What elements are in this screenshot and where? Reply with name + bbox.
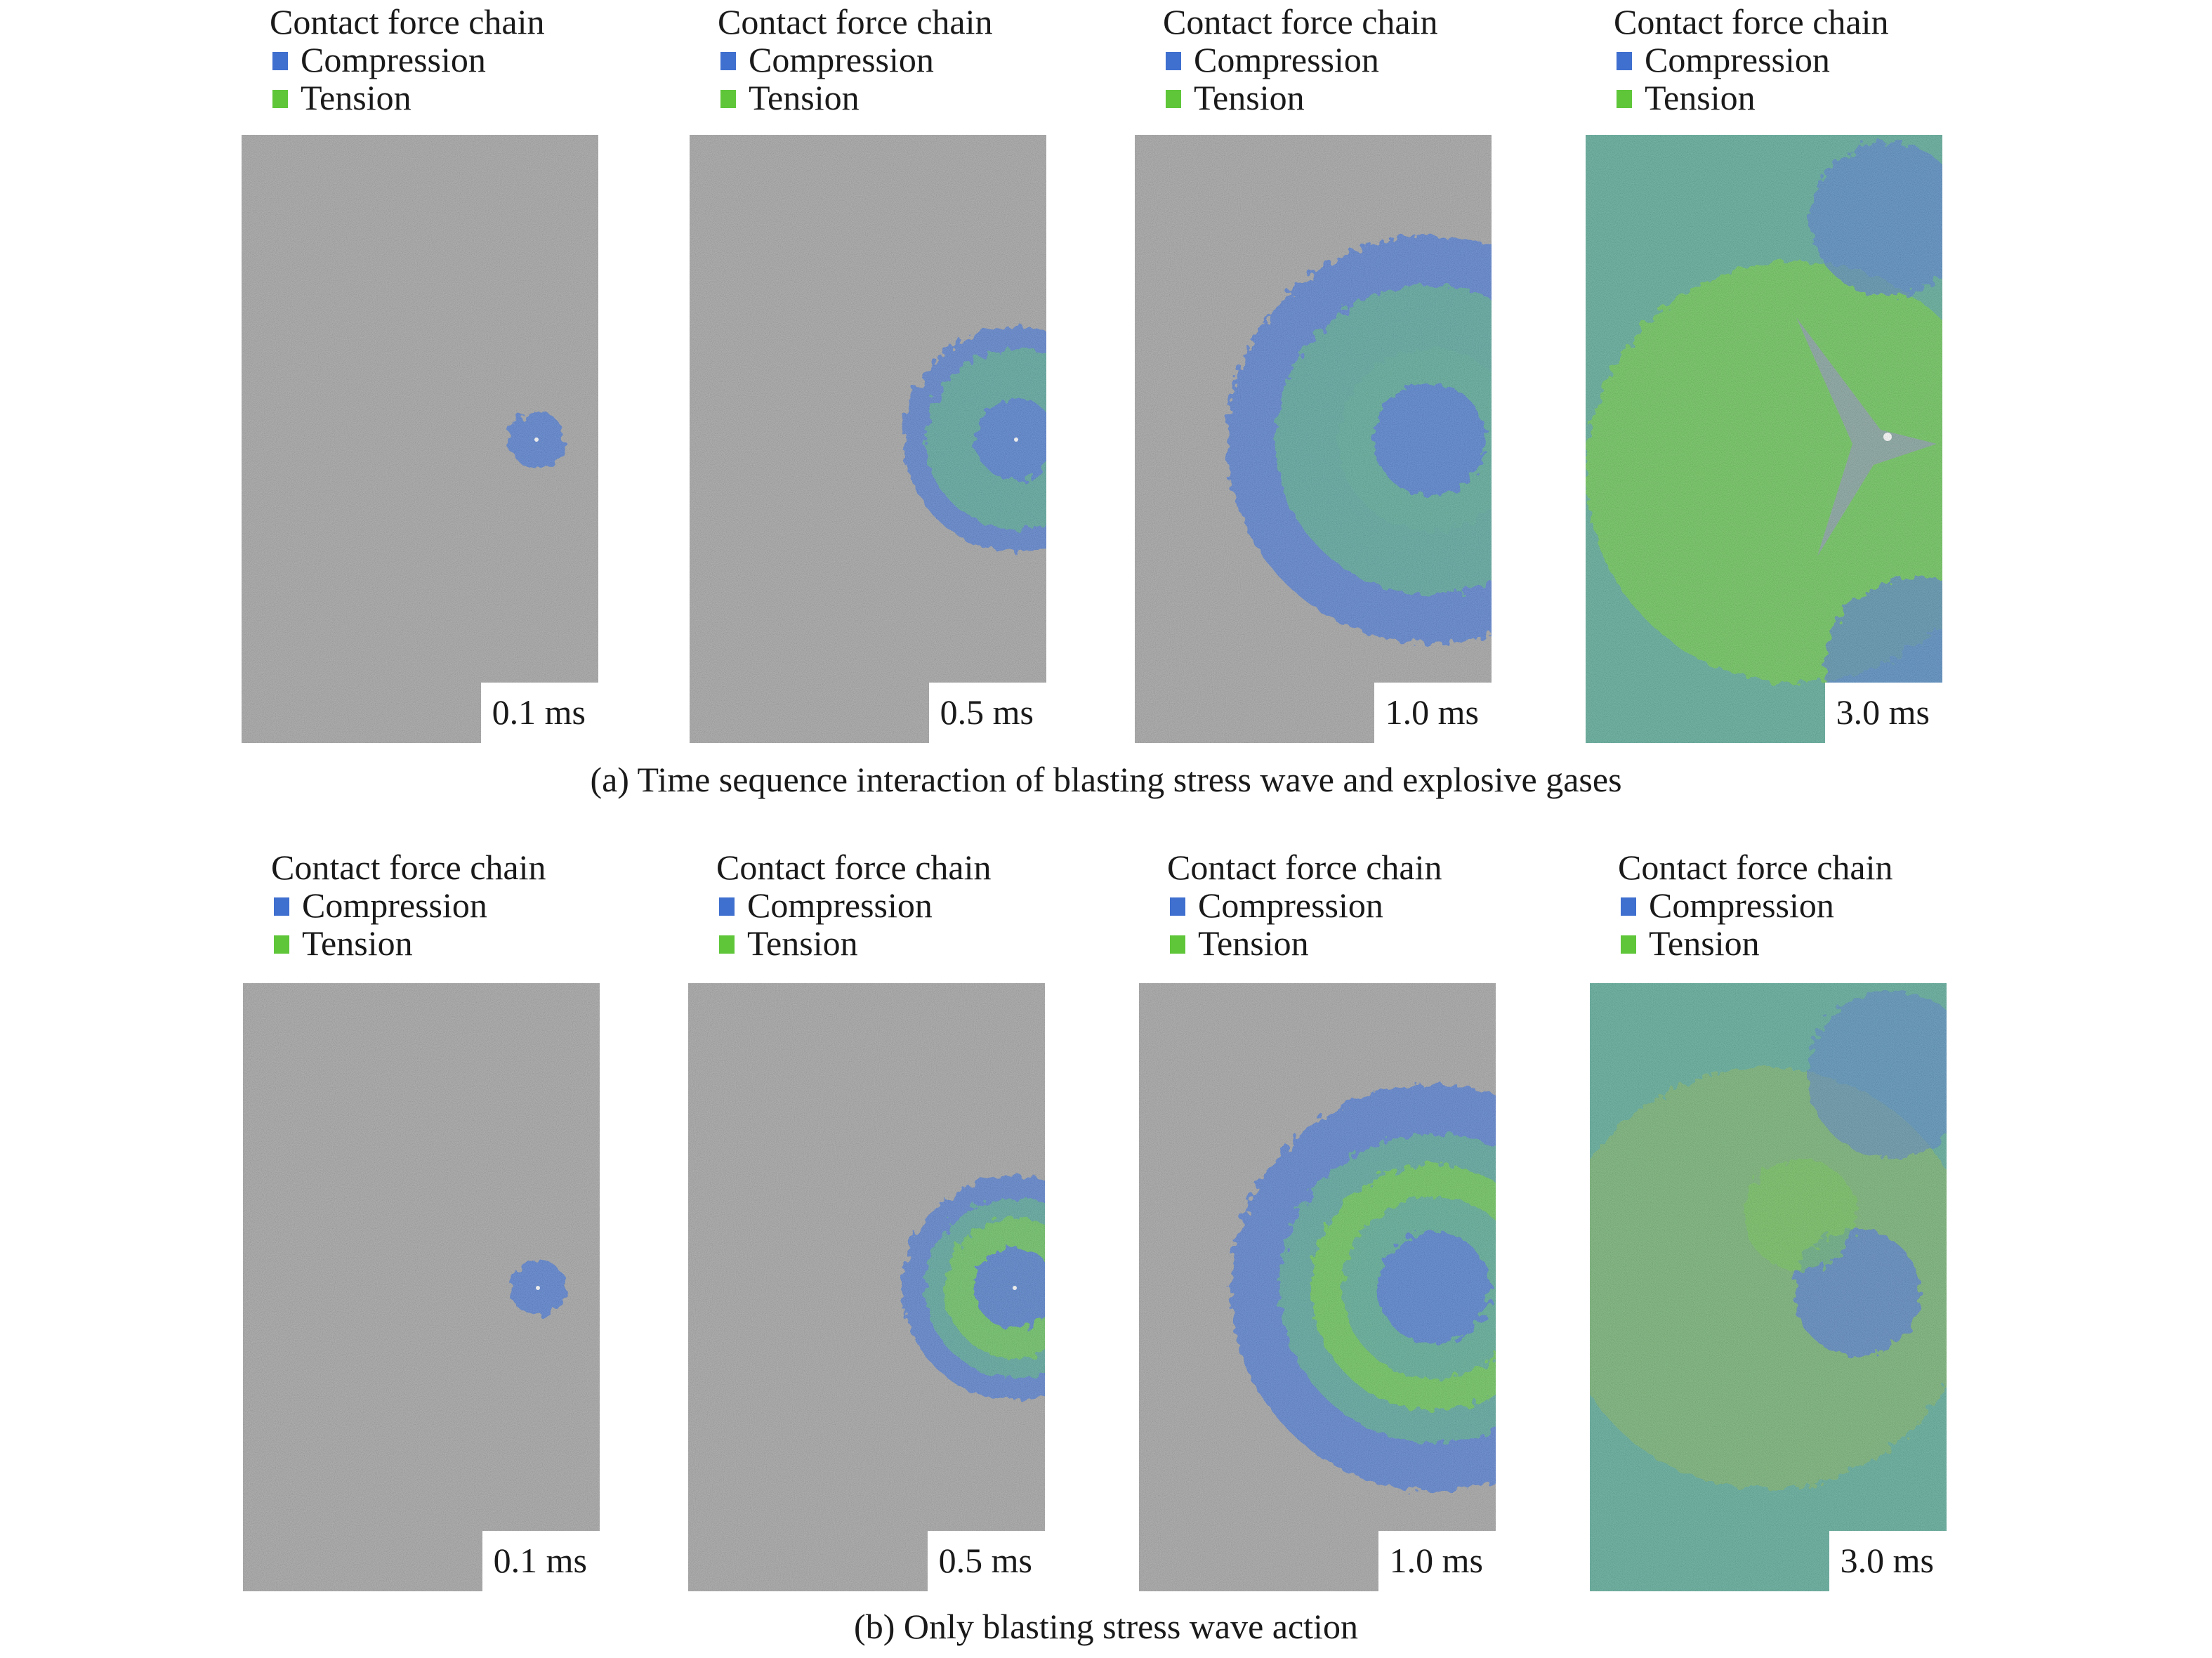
legend-label-tension: Tension: [301, 78, 412, 117]
compression-swatch: [274, 897, 289, 916]
tension-swatch: [1621, 935, 1636, 954]
force-chain-field: [1135, 135, 1492, 743]
legend-label-compression: Compression: [1198, 886, 1383, 925]
legend-title: Contact force chain: [716, 848, 992, 887]
force-chain-field: [243, 983, 600, 1591]
legend-item-tension: Tension: [271, 924, 546, 962]
legend: Contact force chain Compression Tension: [1614, 3, 1888, 117]
legend-title: Contact force chain: [718, 2, 993, 41]
time-label: 0.5 ms: [928, 683, 1046, 743]
simulation-image: 1.0 ms: [1135, 135, 1492, 743]
legend-title: Contact force chain: [1163, 2, 1438, 41]
legend: Contact force chain Compression Tension: [271, 848, 546, 962]
legend-item-tension: Tension: [1618, 924, 1892, 962]
legend-label-tension: Tension: [1194, 78, 1305, 117]
legend: Contact force chain Compression Tension: [718, 3, 992, 117]
legend: Contact force chain Compression Tension: [1618, 848, 1892, 962]
subfigure-caption: (a) Time sequence interaction of blastin…: [590, 760, 1622, 799]
legend-label-compression: Compression: [749, 40, 934, 79]
force-chain-field: [1590, 983, 1947, 1591]
tension-swatch: [720, 90, 736, 108]
subfigure-caption: (b) Only blasting stress wave action: [854, 1607, 1358, 1646]
legend-item-tension: Tension: [1167, 924, 1442, 962]
tension-swatch: [1617, 90, 1632, 108]
legend-item-tension: Tension: [1614, 79, 1888, 117]
force-chain-field: [1139, 983, 1496, 1591]
legend-label-tension: Tension: [747, 923, 858, 963]
simulation-image: 0.1 ms: [242, 135, 598, 743]
legend-label-tension: Tension: [1649, 923, 1760, 963]
legend-title: Contact force chain: [1618, 848, 1893, 887]
force-chain-field: [690, 135, 1046, 743]
legend-item-compression: Compression: [1167, 886, 1442, 924]
compression-swatch: [272, 52, 288, 70]
tension-swatch: [719, 935, 735, 954]
legend-title: Contact force chain: [270, 2, 545, 41]
time-label: 0.5 ms: [927, 1531, 1045, 1591]
legend: Contact force chain Compression Tension: [1167, 848, 1442, 962]
legend-item-tension: Tension: [270, 79, 544, 117]
force-chain-field: [1586, 135, 1942, 743]
legend-label-compression: Compression: [1194, 40, 1379, 79]
compression-swatch: [719, 897, 735, 916]
simulation-image: 1.0 ms: [1139, 983, 1496, 1591]
legend-item-tension: Tension: [716, 924, 991, 962]
legend-item-tension: Tension: [718, 79, 992, 117]
legend-label-tension: Tension: [1198, 923, 1309, 963]
legend-item-compression: Compression: [716, 886, 991, 924]
legend: Contact force chain Compression Tension: [716, 848, 991, 962]
legend-item-compression: Compression: [1163, 41, 1437, 79]
legend-label-compression: Compression: [301, 40, 486, 79]
force-chain-field: [242, 135, 598, 743]
legend-label-tension: Tension: [1645, 78, 1756, 117]
simulation-image: 3.0 ms: [1586, 135, 1942, 743]
tension-swatch: [1166, 90, 1181, 108]
simulation-image: 0.5 ms: [690, 135, 1046, 743]
legend-item-compression: Compression: [270, 41, 544, 79]
simulation-image: 3.0 ms: [1590, 983, 1947, 1591]
simulation-image: 0.1 ms: [243, 983, 600, 1591]
legend-title: Contact force chain: [1614, 2, 1889, 41]
time-label: 1.0 ms: [1374, 683, 1492, 743]
legend-item-compression: Compression: [718, 41, 992, 79]
legend-label-compression: Compression: [747, 886, 933, 925]
compression-swatch: [720, 52, 736, 70]
legend-item-compression: Compression: [1614, 41, 1888, 79]
tension-swatch: [272, 90, 288, 108]
tension-swatch: [274, 935, 289, 954]
legend-label-compression: Compression: [302, 886, 487, 925]
legend-title: Contact force chain: [271, 848, 546, 887]
legend: Contact force chain Compression Tension: [1163, 3, 1437, 117]
compression-swatch: [1170, 897, 1185, 916]
time-label: 0.1 ms: [480, 683, 598, 743]
compression-swatch: [1621, 897, 1636, 916]
legend: Contact force chain Compression Tension: [270, 3, 544, 117]
simulation-image: 0.5 ms: [688, 983, 1045, 1591]
legend-label-compression: Compression: [1649, 886, 1834, 925]
legend-title: Contact force chain: [1167, 848, 1442, 887]
legend-item-compression: Compression: [1618, 886, 1892, 924]
legend-label-tension: Tension: [302, 923, 413, 963]
legend-item-tension: Tension: [1163, 79, 1437, 117]
compression-swatch: [1617, 52, 1632, 70]
time-label: 3.0 ms: [1824, 683, 1942, 743]
legend-label-tension: Tension: [749, 78, 860, 117]
legend-item-compression: Compression: [271, 886, 546, 924]
legend-label-compression: Compression: [1645, 40, 1830, 79]
time-label: 1.0 ms: [1378, 1531, 1496, 1591]
time-label: 0.1 ms: [482, 1531, 600, 1591]
force-chain-field: [688, 983, 1045, 1591]
compression-swatch: [1166, 52, 1181, 70]
tension-swatch: [1170, 935, 1185, 954]
time-label: 3.0 ms: [1829, 1531, 1947, 1591]
